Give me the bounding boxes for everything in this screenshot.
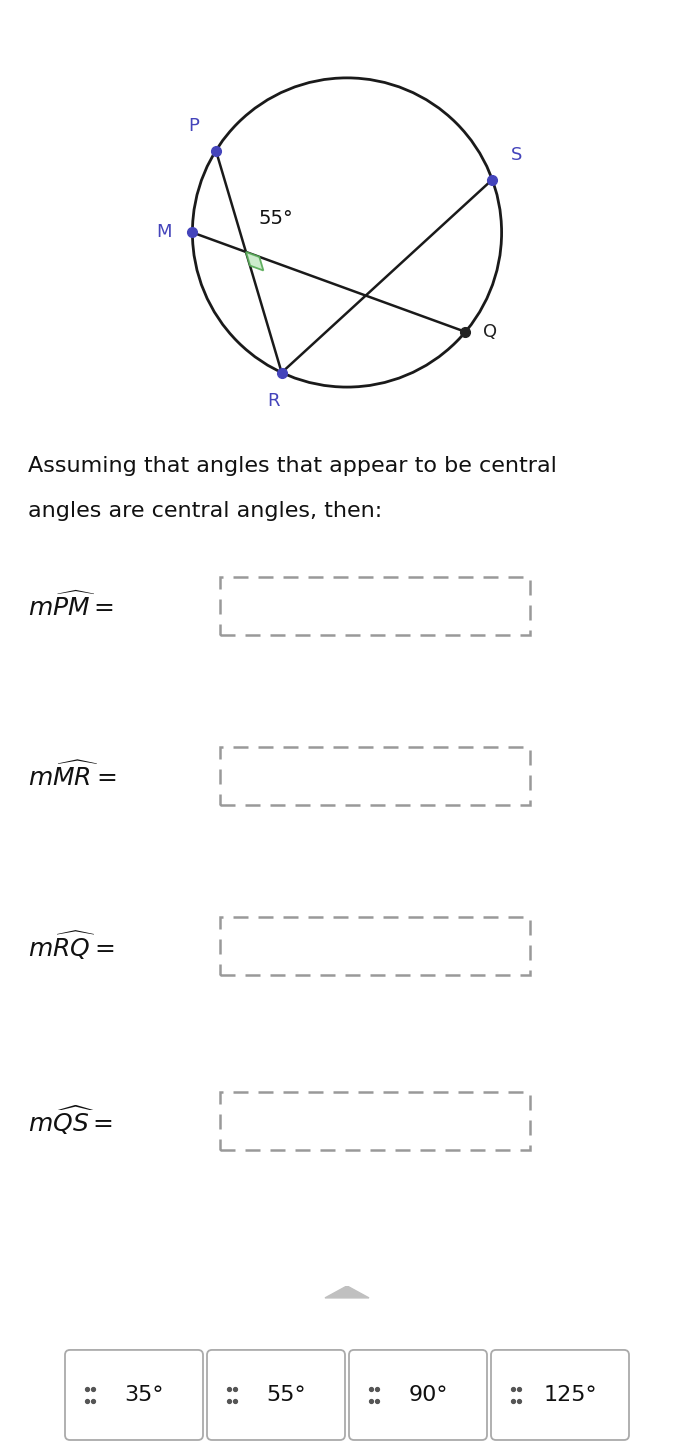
FancyBboxPatch shape — [220, 577, 530, 635]
Text: 125°: 125° — [543, 1385, 597, 1405]
FancyBboxPatch shape — [349, 1350, 487, 1440]
Text: Q: Q — [483, 323, 497, 341]
Text: M: M — [156, 224, 171, 241]
Text: $m\widehat{PM} =$: $m\widehat{PM} =$ — [28, 591, 114, 620]
Polygon shape — [325, 1286, 369, 1298]
Text: Assuming that angles that appear to be central: Assuming that angles that appear to be c… — [28, 456, 557, 477]
Text: R: R — [267, 392, 280, 410]
Text: $m\widehat{MR} =$: $m\widehat{MR} =$ — [28, 761, 117, 790]
Text: S: S — [511, 147, 523, 164]
Text: P: P — [188, 118, 199, 135]
Text: $m\widehat{RQ} =$: $m\widehat{RQ} =$ — [28, 930, 115, 962]
Text: 55°: 55° — [266, 1385, 306, 1405]
Text: 55°: 55° — [258, 209, 293, 228]
Text: 35°: 35° — [124, 1385, 164, 1405]
Text: $m\widehat{QS} =$: $m\widehat{QS} =$ — [28, 1104, 113, 1138]
FancyBboxPatch shape — [65, 1350, 203, 1440]
FancyBboxPatch shape — [491, 1350, 629, 1440]
FancyBboxPatch shape — [207, 1350, 345, 1440]
FancyBboxPatch shape — [220, 917, 530, 975]
Text: 90°: 90° — [408, 1385, 448, 1405]
FancyBboxPatch shape — [220, 747, 530, 805]
FancyBboxPatch shape — [220, 1091, 530, 1149]
Polygon shape — [246, 251, 263, 270]
Text: angles are central angles, then:: angles are central angles, then: — [28, 501, 382, 520]
